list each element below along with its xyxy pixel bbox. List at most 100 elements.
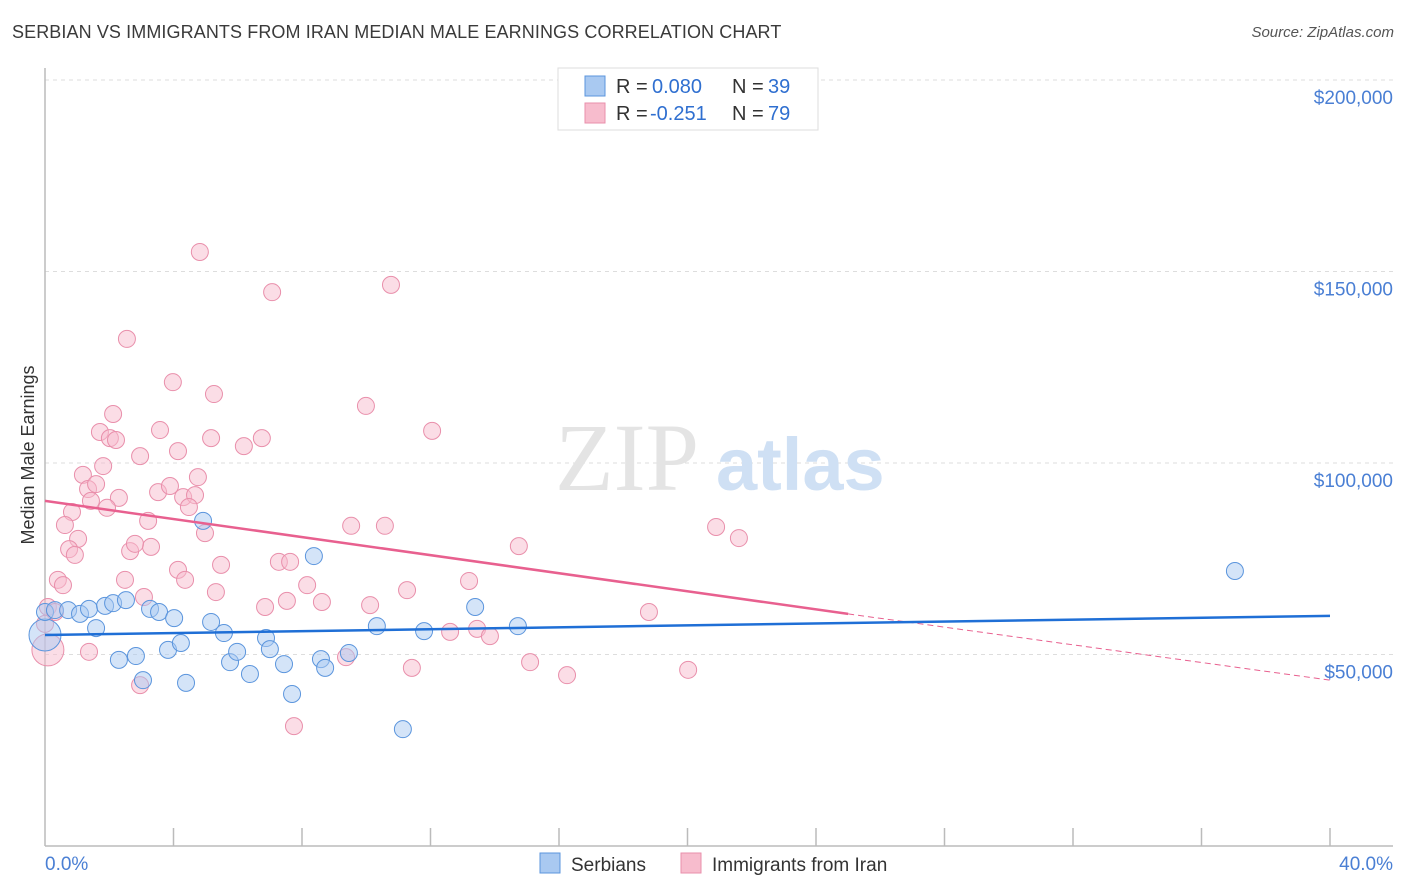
iran-point — [460, 571, 479, 590]
iran-point — [277, 591, 296, 610]
serbians-point — [240, 665, 259, 684]
x-tick-label-min: 0.0% — [45, 854, 88, 875]
grid — [45, 79, 1393, 655]
iran-point — [707, 517, 726, 536]
serbians-point — [393, 720, 412, 739]
legend-iran-n-label: N = — [732, 103, 764, 125]
legend-iran-r: -0.251 — [650, 103, 707, 125]
x-tick-label-max: 40.0% — [1339, 854, 1393, 875]
serbians-point — [283, 684, 302, 703]
y-tick-label: $50,000 — [1324, 663, 1393, 684]
iran-point — [206, 583, 225, 602]
iran-point — [109, 488, 128, 507]
watermark-zip: ZIP — [555, 404, 699, 511]
serbians-point — [165, 609, 184, 628]
iran-trend-extrapolated — [848, 613, 1331, 681]
series-iran-points — [31, 242, 748, 736]
legend-iran-n: 79 — [768, 103, 790, 125]
serbians-trend-line — [44, 614, 1331, 637]
y-tick-label: $100,000 — [1314, 471, 1393, 492]
iran-point — [190, 242, 209, 261]
iran-point — [131, 447, 150, 466]
iran-trend-line — [44, 499, 849, 616]
serbians-point — [87, 619, 106, 638]
iran-point — [204, 385, 223, 404]
iran-point — [117, 329, 136, 348]
iran-point — [521, 653, 540, 672]
iran-point — [163, 373, 182, 392]
serbians-point — [133, 671, 152, 690]
legend-serbians-n: 39 — [768, 76, 790, 98]
iran-point — [480, 627, 499, 646]
legend-bottom: Serbians Immigrants from Iran — [539, 852, 887, 876]
x-ticks — [172, 828, 1331, 846]
serbians-point — [415, 622, 434, 641]
iran-point — [125, 534, 144, 553]
serbians-point — [202, 612, 221, 631]
y-tick-label: $150,000 — [1314, 280, 1393, 301]
y-axis-title: Median Male Earnings — [18, 365, 38, 544]
iran-point — [252, 429, 271, 448]
iran-point — [342, 516, 361, 535]
serbians-point — [150, 602, 169, 621]
iran-point — [356, 396, 375, 415]
legend-top: R = 0.080 N = 39 R = -0.251 N = 79 — [557, 67, 819, 131]
iran-point — [256, 598, 275, 617]
iran-point — [179, 498, 198, 517]
serbians-point — [194, 511, 213, 530]
legend-serbians-label: Serbians — [571, 855, 646, 876]
serbians-point — [508, 617, 527, 636]
iran-point — [639, 602, 658, 621]
iran-point — [53, 576, 72, 595]
iran-point — [284, 717, 303, 736]
y-tick-label: $200,000 — [1314, 88, 1393, 109]
iran-point — [168, 442, 187, 461]
legend-iran-r-label: R = — [616, 103, 648, 125]
iran-point — [176, 570, 195, 589]
source-label: Source: ZipAtlas.com — [1251, 24, 1394, 41]
iran-point — [402, 658, 421, 677]
chart-title: SERBIAN VS IMMIGRANTS FROM IRAN MEDIAN M… — [12, 22, 782, 42]
iran-point — [202, 429, 221, 448]
trend-lines — [44, 499, 1331, 681]
iran-point — [375, 516, 394, 535]
serbians-point — [116, 591, 135, 610]
iran-point — [729, 529, 748, 548]
serbians-point — [304, 547, 323, 566]
legend-serbians-n-label: N = — [732, 76, 764, 98]
legend-serbians-r-label: R = — [616, 76, 648, 98]
legend-serbians-swatch — [584, 75, 606, 97]
serbians-point — [126, 647, 145, 666]
serbians-point — [228, 642, 247, 661]
serbians-point — [339, 643, 358, 662]
iran-point — [94, 457, 113, 476]
serbians-point — [109, 650, 128, 669]
iran-point — [381, 275, 400, 294]
serbians-point — [80, 599, 99, 618]
series-serbians-points — [28, 511, 1244, 739]
legend-serbians-marker — [539, 852, 561, 874]
iran-point — [106, 431, 125, 450]
serbians-point — [316, 658, 335, 677]
iran-point — [234, 437, 253, 456]
serbians-point — [367, 617, 386, 636]
iran-point — [104, 404, 123, 423]
legend-iran-marker — [680, 852, 702, 874]
iran-point — [212, 555, 231, 574]
iran-point — [441, 622, 460, 641]
iran-point — [115, 570, 134, 589]
watermark-atlas: atlas — [716, 423, 885, 506]
iran-point — [142, 537, 161, 556]
iran-point — [160, 476, 179, 495]
serbians-point — [260, 640, 279, 659]
iran-point — [81, 491, 100, 510]
serbians-point — [177, 673, 196, 692]
iran-point — [80, 642, 99, 661]
serbians-point — [275, 655, 294, 674]
y-tick-labels: $200,000 $150,000 $100,000 $50,000 — [1314, 88, 1393, 684]
legend-serbians-r: 0.080 — [652, 76, 702, 98]
legend-iran-swatch — [584, 102, 606, 124]
serbians-point — [171, 634, 190, 653]
iran-point — [151, 421, 170, 440]
